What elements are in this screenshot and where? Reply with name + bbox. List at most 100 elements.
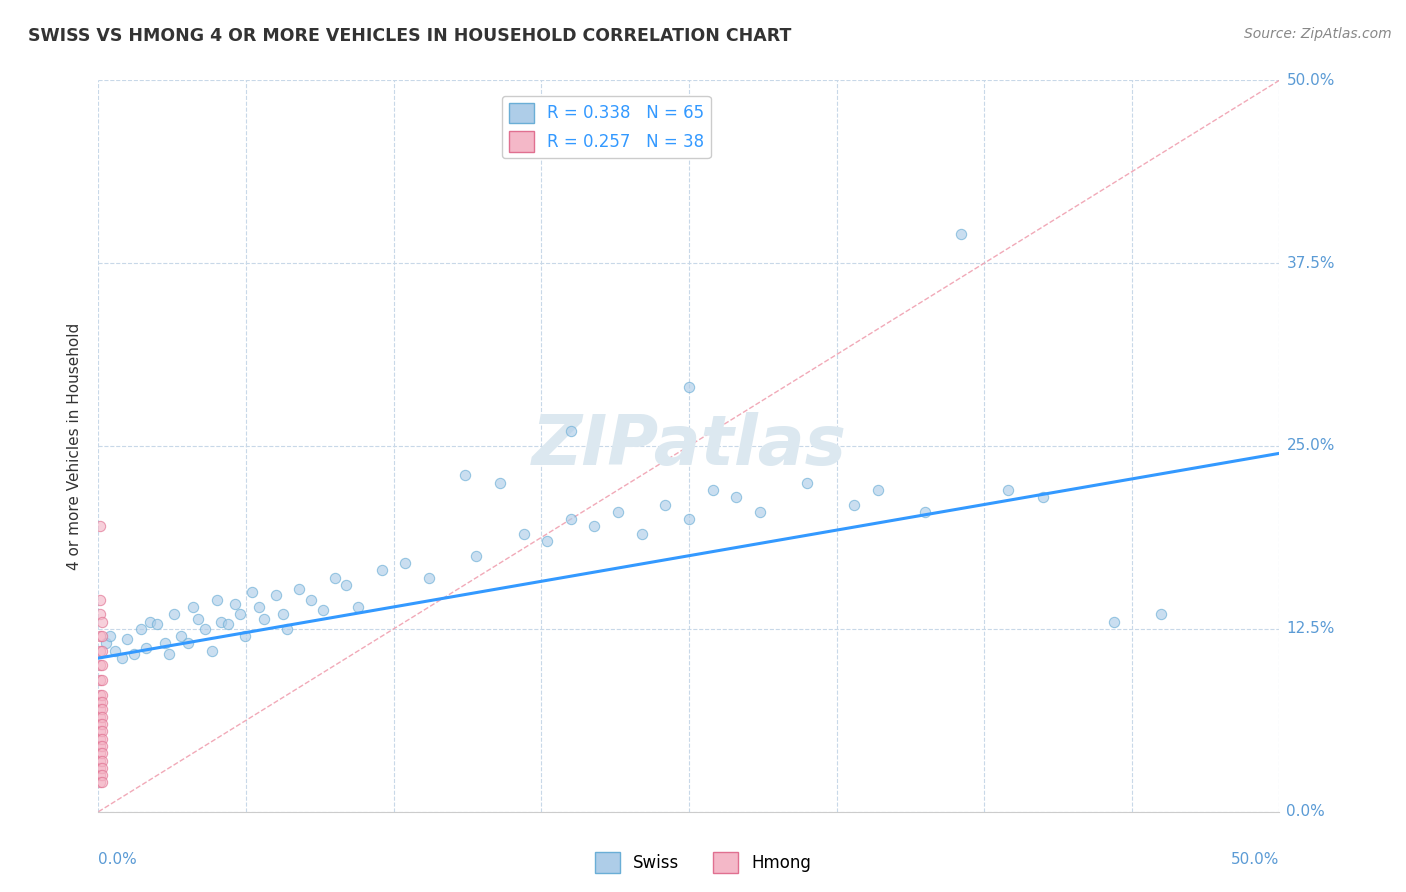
- Point: [914, 505, 936, 519]
- Point: [91, 746, 114, 760]
- Point: [89, 768, 111, 782]
- Point: [678, 512, 700, 526]
- Point: [91, 739, 114, 753]
- Point: [91, 768, 114, 782]
- Point: [89, 592, 111, 607]
- Point: [91, 724, 114, 739]
- Point: [163, 607, 186, 622]
- Point: [323, 571, 346, 585]
- Point: [217, 617, 239, 632]
- Point: [89, 607, 111, 622]
- Point: [299, 592, 322, 607]
- Point: [1032, 490, 1054, 504]
- Point: [89, 739, 111, 753]
- Point: [129, 622, 152, 636]
- Text: SWISS VS HMONG 4 OR MORE VEHICLES IN HOUSEHOLD CORRELATION CHART: SWISS VS HMONG 4 OR MORE VEHICLES IN HOU…: [28, 27, 792, 45]
- Point: [335, 578, 357, 592]
- Point: [181, 599, 204, 614]
- Text: 0.0%: 0.0%: [1286, 805, 1326, 819]
- Point: [583, 519, 606, 533]
- Point: [247, 599, 270, 614]
- Point: [1150, 607, 1173, 622]
- Point: [201, 644, 224, 658]
- Point: [607, 505, 630, 519]
- Point: [949, 227, 972, 241]
- Point: [89, 629, 111, 643]
- Point: [512, 526, 534, 541]
- Point: [224, 597, 246, 611]
- Point: [122, 647, 145, 661]
- Point: [91, 673, 114, 687]
- Point: [135, 640, 157, 655]
- Point: [702, 483, 724, 497]
- Point: [264, 588, 287, 602]
- Point: [89, 761, 111, 775]
- Point: [489, 475, 512, 490]
- Point: [91, 761, 114, 775]
- Point: [89, 658, 111, 673]
- Point: [89, 754, 111, 768]
- Point: [91, 754, 114, 768]
- Text: ZIPatlas: ZIPatlas: [531, 412, 846, 480]
- Point: [371, 563, 394, 577]
- Point: [91, 688, 114, 702]
- Point: [312, 603, 335, 617]
- Point: [453, 468, 475, 483]
- Point: [89, 688, 111, 702]
- Point: [560, 512, 582, 526]
- Point: [177, 636, 200, 650]
- Point: [89, 709, 111, 723]
- Point: [418, 571, 440, 585]
- Point: [89, 775, 111, 789]
- Point: [394, 556, 416, 570]
- Point: [678, 380, 700, 394]
- Text: 50.0%: 50.0%: [1286, 73, 1334, 87]
- Point: [253, 612, 276, 626]
- Point: [1102, 615, 1125, 629]
- Point: [89, 673, 111, 687]
- Point: [89, 644, 111, 658]
- Point: [347, 599, 370, 614]
- Point: [170, 629, 193, 643]
- Point: [94, 636, 117, 650]
- Point: [89, 746, 111, 760]
- Point: [271, 607, 294, 622]
- Point: [157, 647, 180, 661]
- Point: [536, 534, 558, 549]
- Point: [194, 622, 217, 636]
- Point: [725, 490, 748, 504]
- Point: [89, 717, 111, 731]
- Text: 25.0%: 25.0%: [1286, 439, 1334, 453]
- Point: [187, 612, 209, 626]
- Point: [91, 695, 114, 709]
- Point: [844, 498, 866, 512]
- Point: [229, 607, 252, 622]
- Point: [139, 615, 162, 629]
- Point: [91, 702, 114, 716]
- Point: [89, 702, 111, 716]
- Point: [104, 644, 127, 658]
- Point: [91, 615, 114, 629]
- Text: 0.0%: 0.0%: [98, 852, 138, 867]
- Point: [209, 615, 232, 629]
- Point: [240, 585, 263, 599]
- Point: [91, 644, 114, 658]
- Point: [89, 695, 111, 709]
- Point: [465, 549, 488, 563]
- Point: [233, 629, 256, 643]
- Point: [115, 632, 138, 646]
- Text: 37.5%: 37.5%: [1286, 256, 1334, 270]
- Point: [654, 498, 676, 512]
- Text: 50.0%: 50.0%: [1232, 852, 1279, 867]
- Point: [630, 526, 652, 541]
- Point: [111, 651, 134, 665]
- Point: [997, 483, 1019, 497]
- Point: [91, 717, 114, 731]
- Point: [91, 775, 114, 789]
- Point: [560, 425, 582, 439]
- Point: [91, 658, 114, 673]
- Point: [153, 636, 176, 650]
- Point: [91, 709, 114, 723]
- Point: [796, 475, 818, 490]
- Point: [89, 724, 111, 739]
